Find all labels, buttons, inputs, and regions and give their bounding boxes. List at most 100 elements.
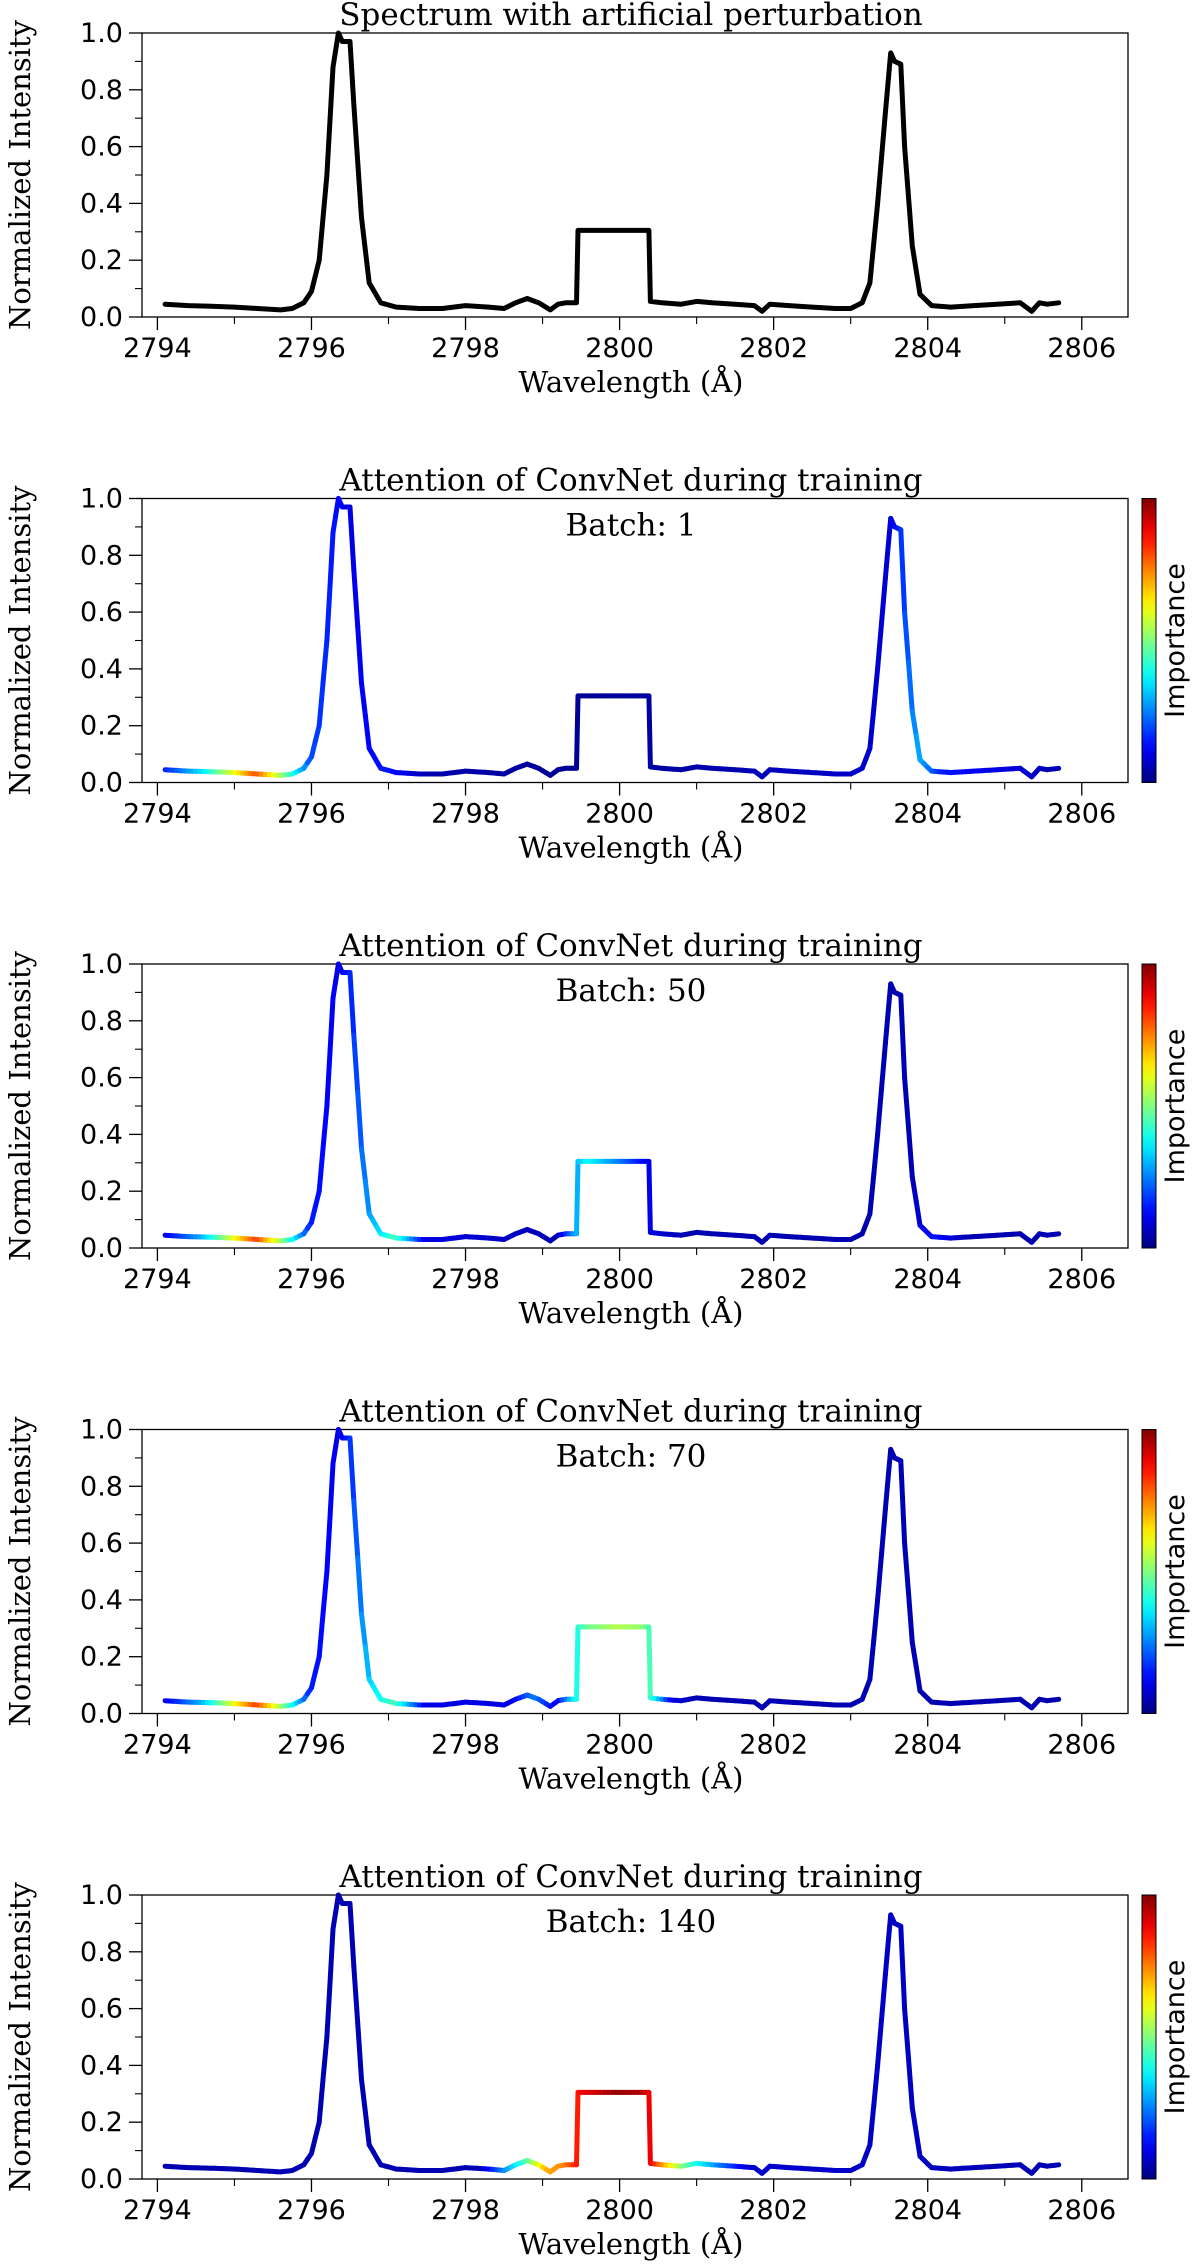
spectrum-segment — [882, 545, 891, 581]
spectrum-segment — [867, 706, 877, 751]
spectrum-segment — [913, 733, 923, 763]
x-axis-label: Wavelength (Å) — [519, 2226, 744, 2261]
spectrum-segment — [879, 575, 888, 626]
x-tick-label: 2796 — [277, 333, 346, 364]
spectrum-segment — [362, 713, 372, 751]
spectrum-segment — [898, 992, 908, 1081]
spectrum-segment — [906, 1590, 915, 1645]
x-axis-label: Wavelength (Å) — [519, 364, 744, 399]
spectrum-segment — [882, 1942, 891, 1977]
y-tick-label: 0.8 — [80, 1006, 123, 1037]
colorbar-label: Importance — [1160, 563, 1191, 718]
y-tick-label: 1.0 — [80, 1415, 123, 1446]
spectrum-segment — [867, 1171, 877, 1217]
y-tick-label: 1.0 — [80, 1880, 123, 1911]
spectrum-segment — [898, 1923, 908, 2012]
spectrum-segment — [574, 2089, 581, 2168]
spectrum-segment — [312, 1188, 322, 1210]
x-tick-label: 2806 — [1047, 2195, 1116, 2226]
spectrum-segment — [351, 567, 361, 629]
spectrum-segment — [309, 1204, 318, 1225]
spectrum-line — [162, 961, 1062, 1245]
y-tick-label: 0.6 — [80, 1528, 123, 1559]
y-tick-label: 0.2 — [80, 245, 123, 276]
spectrum-segment — [320, 638, 330, 686]
colorbar-label: Importance — [1160, 1960, 1191, 2115]
spectrum-segment — [909, 709, 919, 739]
spectrum-segment — [646, 1624, 653, 1701]
y-axis-label: Normalized Intensity — [3, 1416, 37, 1727]
spectrum-segment — [867, 1637, 877, 1682]
chart-title: Spectrum with artificial perturbation — [339, 0, 922, 33]
spectrum-segment — [871, 1597, 881, 1643]
spectrum-segment — [327, 1461, 336, 1520]
spectrum-segment — [312, 723, 322, 744]
spectrum-segment — [359, 1146, 368, 1184]
batch-label: Batch: 70 — [556, 1439, 707, 1475]
spectrum-segment — [320, 1103, 330, 1152]
spectrum-segment — [871, 2062, 881, 2108]
spectrum-segment — [312, 1654, 322, 1675]
batch-label: Batch: 140 — [546, 1904, 717, 1940]
spectrum-segment — [913, 1664, 923, 1694]
spectrum-segment — [902, 609, 911, 665]
spectrum-segment — [871, 666, 881, 712]
x-tick-label: 2802 — [739, 1730, 808, 1761]
y-tick-label: 0.8 — [80, 1471, 123, 1502]
spectrum-segment — [902, 2006, 911, 2061]
spectrum-segment — [1052, 1231, 1062, 1237]
spectrum-segment — [312, 2119, 322, 2141]
x-tick-label: 2806 — [1047, 1264, 1116, 1295]
y-tick-label: 0.4 — [80, 188, 123, 219]
y-tick-label: 0.0 — [80, 768, 123, 799]
y-tick-label: 0.6 — [80, 1994, 123, 2025]
plot-frame — [141, 32, 1129, 318]
x-tick-label: 2804 — [893, 799, 962, 830]
y-tick-label: 0.4 — [80, 654, 123, 685]
y-tick-label: 1.0 — [80, 18, 123, 49]
spectrum-segment — [347, 1435, 357, 1503]
spectrum-segment — [355, 1554, 364, 1617]
x-tick-label: 2800 — [585, 333, 654, 364]
y-tick-label: 0.6 — [80, 597, 123, 628]
x-tick-label: 2804 — [893, 1264, 962, 1295]
spectrum-segment — [875, 2017, 884, 2068]
spectrum-segment — [351, 1963, 361, 2026]
y-axis-label: Normalized Intensity — [3, 19, 37, 330]
x-tick-label: 2796 — [277, 1730, 346, 1761]
colorbar-label: Importance — [1160, 1029, 1191, 1184]
x-tick-label: 2802 — [739, 2195, 808, 2226]
x-tick-label: 2796 — [277, 2195, 346, 2226]
spectrum-segment — [909, 1174, 919, 1204]
spectrum-line — [162, 30, 1062, 314]
spectrum-segment — [320, 2034, 330, 2083]
spectrum-segment — [324, 1515, 333, 1574]
chart-panel-2: 2794 2796 2798 2800 2802 2804 2806 0.0 0.2 0.4 0.6… — [3, 463, 1191, 865]
x-tick-label: 2802 — [739, 799, 808, 830]
spectrum-segment — [309, 1669, 318, 1691]
x-tick-label: 2798 — [431, 1730, 500, 1761]
y-tick-label: 0.2 — [80, 2107, 123, 2138]
y-tick-label: 0.0 — [80, 2164, 123, 2195]
spectrum-segment — [879, 1041, 888, 1092]
x-tick-label: 2794 — [123, 333, 192, 364]
y-axis-label: Normalized Intensity — [3, 485, 37, 796]
spectrum-segment — [574, 693, 581, 771]
spectrum-segment — [351, 1498, 361, 1560]
spectrum-segment — [875, 1552, 884, 1603]
y-tick-label: 0.0 — [80, 1233, 123, 1264]
spectrum-segment — [909, 2105, 919, 2135]
spectrum-segment — [316, 680, 326, 729]
spectrum-segment — [1052, 1696, 1062, 1703]
spectrum-segment — [316, 1611, 326, 1660]
colorbar — [1141, 498, 1157, 783]
spectrum-segment — [320, 1569, 330, 1617]
x-tick-label: 2798 — [431, 799, 500, 830]
spectrum-line — [162, 1427, 1062, 1711]
colorbar — [1141, 1894, 1157, 2180]
batch-label: Batch: 50 — [556, 973, 707, 1009]
y-axis-label: Normalized Intensity — [3, 950, 37, 1261]
spectrum-segment — [330, 1444, 339, 1467]
y-tick-label: 0.2 — [80, 1176, 123, 1207]
